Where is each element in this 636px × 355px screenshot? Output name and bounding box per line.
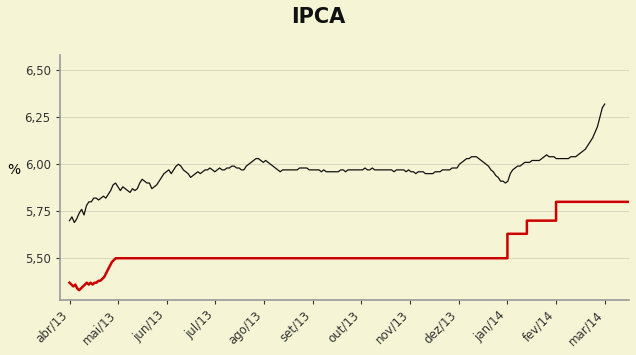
Y-axis label: %: % bbox=[7, 163, 20, 178]
Text: IPCA: IPCA bbox=[291, 7, 345, 27]
